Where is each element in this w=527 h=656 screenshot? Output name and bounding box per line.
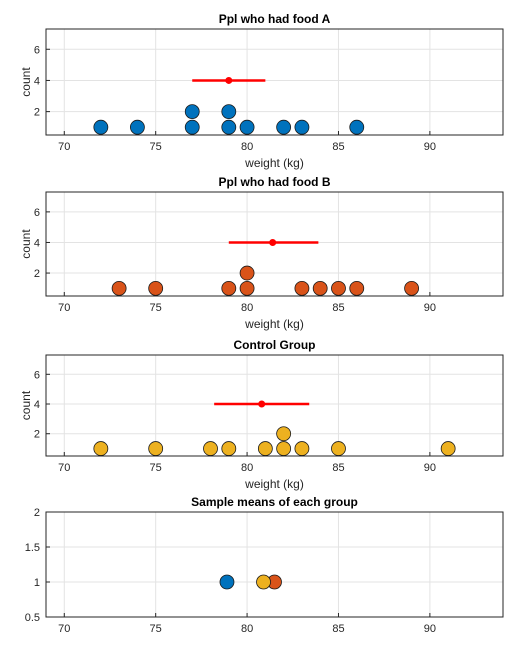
x-tick-label: 80: [241, 141, 253, 153]
y-tick-label: 1: [34, 577, 40, 589]
x-tick-label: 90: [424, 623, 436, 635]
x-axis-label: weight (kg): [244, 156, 304, 170]
x-tick-label: 75: [150, 302, 162, 314]
y-axis-label: count: [19, 67, 33, 97]
data-point: [203, 441, 218, 456]
data-point: [219, 574, 235, 590]
data-point: [221, 104, 237, 120]
data-point: [294, 441, 310, 456]
data-point: [294, 119, 310, 135]
data-point: [239, 119, 255, 135]
data-point: [331, 280, 346, 296]
data-point: [312, 280, 328, 296]
x-tick-label: 90: [424, 302, 436, 314]
y-tick-label: 4: [34, 399, 40, 411]
data-point: [221, 119, 237, 135]
plot-area: [46, 29, 503, 135]
data-point: [331, 441, 346, 456]
x-tick-label: 85: [332, 141, 344, 153]
x-tick-label: 70: [58, 623, 70, 635]
x-tick-label: 80: [241, 302, 253, 314]
x-tick-label: 70: [58, 302, 70, 314]
x-tick-label: 70: [58, 462, 70, 474]
data-point: [349, 280, 365, 296]
y-tick-label: 1.5: [25, 542, 40, 554]
data-point: [294, 280, 310, 296]
chart-panel-2: 70 75 80 85 90 2 4 6 Ppl who had food B weight (k…: [19, 175, 504, 331]
x-tick-label: 75: [150, 141, 162, 153]
y-tick-label: 6: [34, 369, 40, 381]
data-point: [276, 119, 292, 135]
data-point: [239, 280, 255, 296]
chart-title: Ppl who had food B: [219, 175, 331, 189]
data-point: [93, 441, 109, 456]
y-tick-label: 4: [34, 75, 40, 87]
plot-area: [46, 512, 503, 617]
data-point: [276, 426, 292, 442]
data-point: [256, 574, 271, 590]
x-tick-label: 70: [58, 141, 70, 153]
data-point: [148, 280, 164, 296]
data-point: [239, 265, 255, 281]
axes-box: [45, 191, 504, 297]
chart-panel-1: 70 75 80 85 90 2 4 6 Ppl who had food A weight (k…: [19, 12, 504, 170]
x-tick-label: 85: [332, 302, 344, 314]
mean-marker: [269, 238, 277, 246]
y-axis-label: count: [19, 390, 33, 420]
data-point: [111, 280, 127, 296]
axes-box: [45, 354, 504, 457]
chart-title: Ppl who had food A: [219, 12, 331, 26]
x-tick-label: 80: [241, 462, 253, 474]
x-tick-label: 75: [150, 623, 162, 635]
mean-marker: [258, 400, 266, 408]
y-tick-label: 6: [34, 207, 40, 219]
chart-title: Control Group: [234, 338, 316, 352]
data-point: [276, 441, 292, 456]
data-point: [349, 119, 365, 135]
chart-panel-3: 70 75 80 85 90 2 4 6 Control Group weight (kg) cou…: [19, 338, 504, 491]
x-tick-label: 85: [332, 462, 344, 474]
data-point: [404, 280, 420, 296]
y-tick-label: 0.5: [25, 612, 40, 624]
x-tick-label: 85: [332, 623, 344, 635]
x-tick-label: 80: [241, 623, 253, 635]
x-axis-label: weight (kg): [244, 317, 304, 331]
data-point: [257, 441, 273, 456]
y-axis-label: count: [19, 229, 33, 259]
data-point: [221, 441, 237, 456]
x-tick-label: 90: [424, 462, 436, 474]
data-point: [129, 119, 145, 135]
x-tick-label: 75: [150, 462, 162, 474]
axes-box: [45, 511, 504, 618]
y-tick-label: 2: [34, 268, 40, 280]
x-tick-label: 90: [424, 141, 436, 153]
plot-area: [46, 355, 503, 456]
mean-marker: [225, 76, 233, 84]
data-point: [440, 441, 456, 456]
y-tick-label: 6: [34, 44, 40, 56]
chart-panel-4: 70 75 80 85 90 0.5 1 1.5 2 Sample means of each g…: [25, 495, 504, 635]
data-point: [184, 119, 200, 135]
data-point: [184, 104, 200, 120]
x-axis-label: weight (kg): [244, 477, 304, 491]
axes-box: [45, 28, 504, 136]
data-point: [93, 119, 109, 135]
data-point: [148, 441, 164, 456]
y-tick-label: 2: [34, 507, 40, 519]
chart-title: Sample means of each group: [191, 495, 358, 509]
y-tick-label: 2: [34, 107, 40, 119]
y-tick-label: 4: [34, 237, 40, 249]
y-tick-label: 2: [34, 429, 40, 441]
data-point: [221, 280, 237, 296]
